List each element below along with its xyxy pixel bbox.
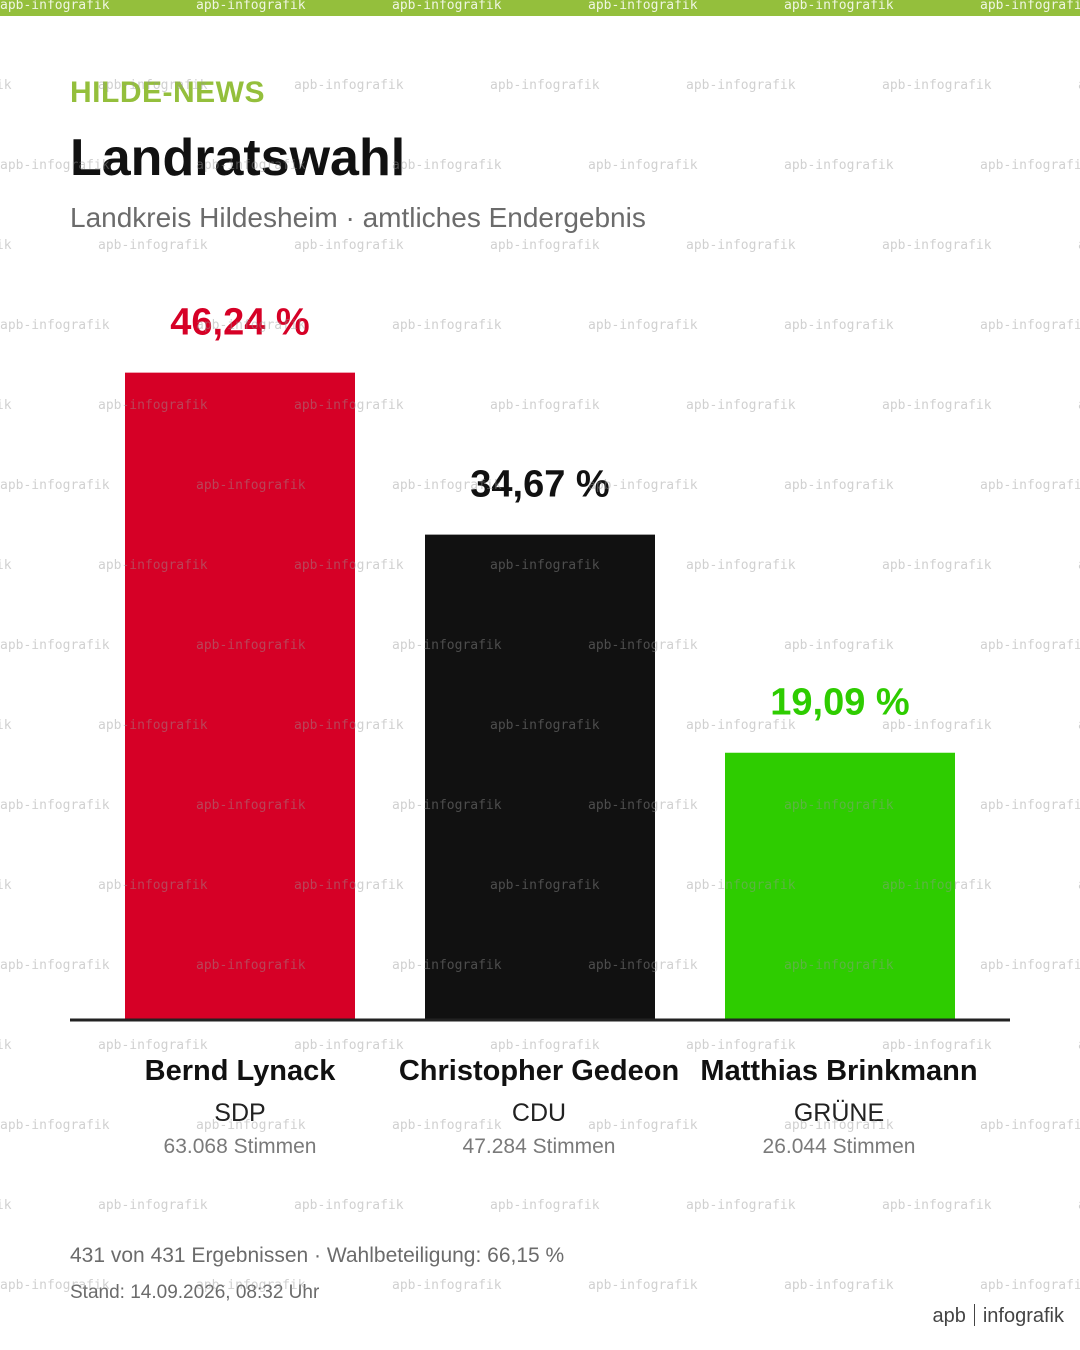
results-note: 431 von 431 Ergebnissen · Wahlbeteiligun… — [70, 1244, 565, 1267]
candidate-name: Bernd Lynack — [144, 1055, 336, 1087]
candidate-2: Christopher Gedeon CDU 47.284 Stimmen — [389, 1054, 689, 1160]
candidate-votes: 26.044 Stimmen — [762, 1135, 916, 1158]
watermark-text: apb-infografik — [294, 1038, 404, 1053]
watermark-text: apb-infografik — [490, 78, 600, 93]
top-accent-stripe — [0, 0, 1080, 16]
watermark-text: apb-infografik — [980, 1278, 1080, 1293]
candidate-party: GRÜNE — [793, 1099, 885, 1127]
timestamp: Stand: 14.09.2026, 08:32 Uhr — [70, 1282, 320, 1303]
watermark-text: apb-infografik — [98, 1198, 208, 1213]
watermark-text: apb-infografik — [392, 158, 502, 173]
watermark-text: apb-infografik — [0, 78, 12, 93]
logo-left-text: apb — [932, 1305, 966, 1327]
watermark-text: apb-infografik — [588, 1278, 698, 1293]
candidate-1: Bernd Lynack SDP 63.068 Stimmen — [90, 1054, 390, 1160]
bar-value-label-3: 19,09 % — [770, 682, 909, 724]
page-title: Landratswahl — [70, 129, 406, 187]
watermark-text: apb-infografik — [294, 238, 404, 253]
candidate-name: Matthias Brinkmann — [700, 1055, 978, 1087]
candidate-votes: 47.284 Stimmen — [462, 1135, 616, 1158]
bar-1 — [125, 372, 355, 1020]
candidate-votes: 63.068 Stimmen — [163, 1135, 317, 1158]
watermark-text: apb-infografik — [686, 78, 796, 93]
watermark-text: apb-infografik — [392, 1278, 502, 1293]
watermark-text: apb-infografik — [98, 238, 208, 253]
candidate-party: CDU — [511, 1099, 567, 1127]
watermark-text: apb-infografik — [686, 1038, 796, 1053]
brand-label: HILDE-NEWS — [70, 76, 265, 109]
watermark-text: apb-infografik — [686, 1198, 796, 1213]
bar-value-label-1: 46,24 % — [170, 302, 309, 344]
watermark-text: apb-infografik — [588, 158, 698, 173]
bar-2 — [425, 534, 655, 1020]
logo-divider — [973, 1304, 975, 1326]
watermark-text: apb-infografik — [882, 78, 992, 93]
watermark-text: apb-infografik — [490, 1198, 600, 1213]
candidate-3: Matthias Brinkmann GRÜNE 26.044 Stimmen — [689, 1054, 989, 1160]
watermark-text: apb-infografik — [882, 1198, 992, 1213]
watermark-text: apb-infografik — [294, 78, 404, 93]
watermark-text: apb-infografik — [0, 238, 12, 253]
watermark-text: apb-infografik — [882, 238, 992, 253]
watermark-text: apb-infografik — [98, 1038, 208, 1053]
logo-right-text: infografik — [982, 1305, 1064, 1327]
watermark-text: apb-infografik — [0, 1198, 12, 1213]
watermark-text: apb-infografik — [686, 238, 796, 253]
bar-3 — [725, 752, 955, 1020]
watermark-text: apb-infografik — [490, 1038, 600, 1053]
watermark-text: apb-infografik — [294, 1198, 404, 1213]
watermark-text: apb-infografik — [0, 1038, 12, 1053]
watermark-text: apb-infografik — [784, 1278, 894, 1293]
candidate-name: Christopher Gedeon — [398, 1055, 680, 1087]
watermark-text: apb-infografik — [882, 1038, 992, 1053]
watermark-text: apb-infografik — [980, 1118, 1080, 1133]
bar-value-label-2: 34,67 % — [470, 464, 609, 506]
watermark-text: apb-infografik — [784, 158, 894, 173]
page-subtitle: Landkreis Hildesheim · amtliches Enderge… — [70, 202, 646, 233]
watermark-text: apb-infografik — [980, 158, 1080, 173]
bar-chart: 46,24 % 34,67 % 19,09 % — [70, 302, 1010, 1022]
candidate-party: SDP — [214, 1099, 266, 1127]
apb-logo: apb infografik — [932, 1304, 1064, 1328]
watermark-text: apb-infografik — [490, 238, 600, 253]
